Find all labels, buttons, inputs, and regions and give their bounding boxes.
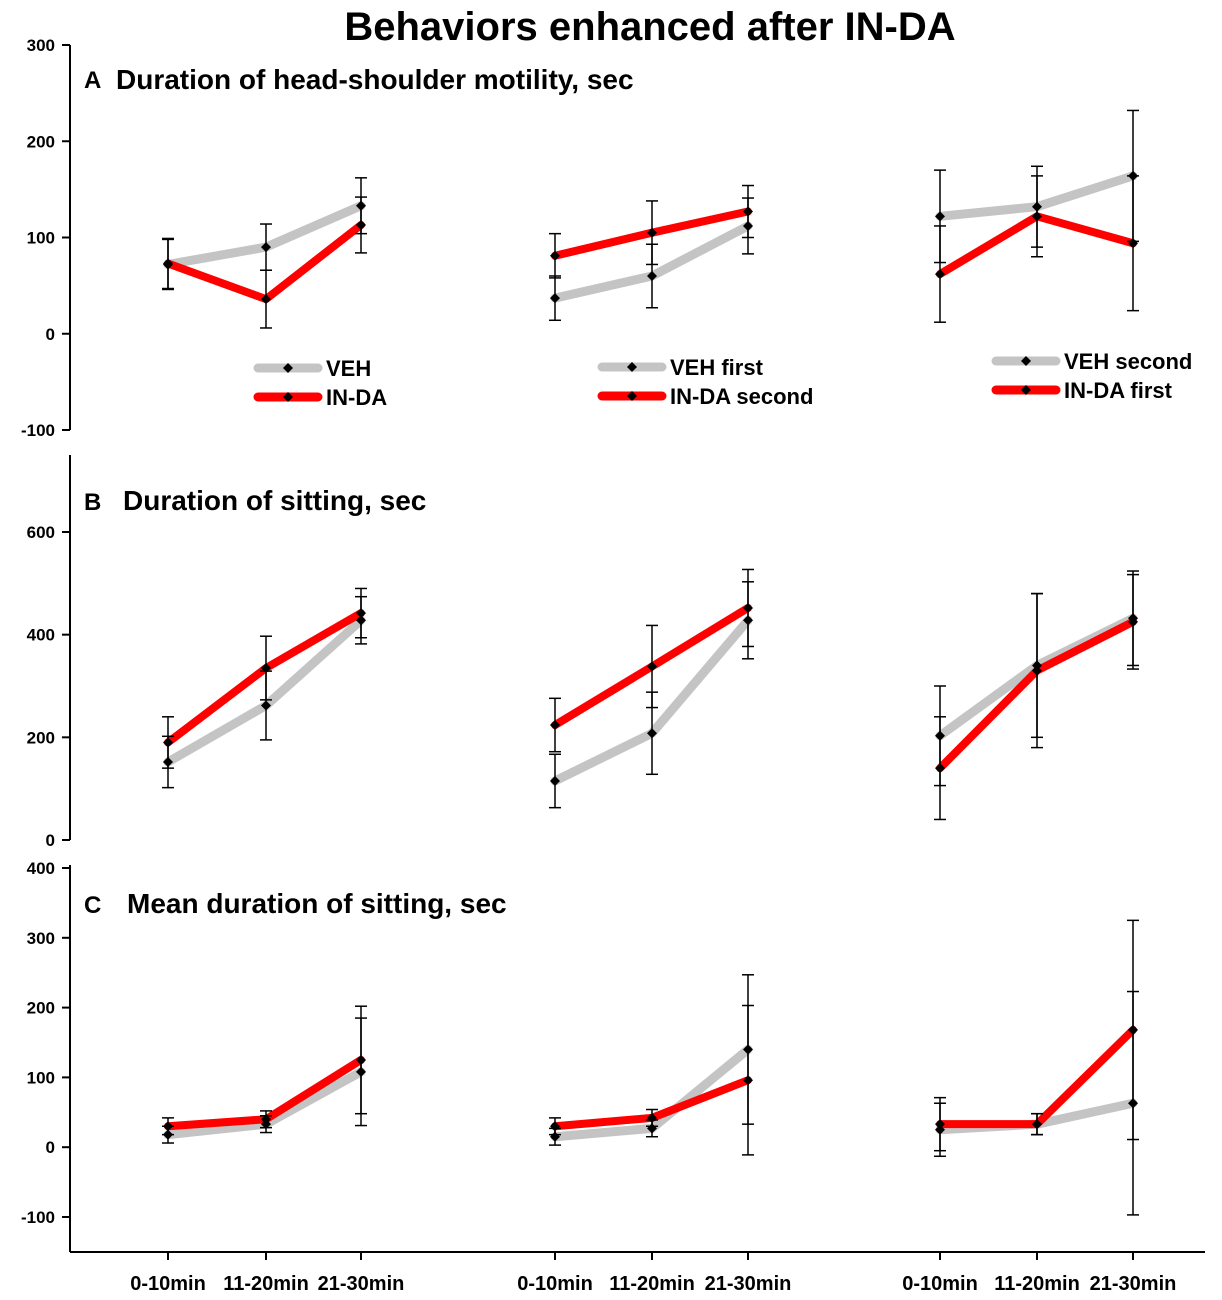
series-line-veh: [163, 615, 366, 767]
chart-title: Behaviors enhanced after IN-DA: [344, 5, 955, 49]
legend-label: IN-DA second: [670, 384, 813, 409]
data-point: [1032, 1119, 1042, 1130]
y-tick-label: 0: [46, 831, 55, 850]
x-tick-label: 0-10min: [130, 1273, 206, 1295]
x-tick-label: 21-30min: [705, 1273, 792, 1295]
legend-marker: [627, 362, 637, 372]
y-tick-label: 0: [46, 325, 55, 344]
panel-a-letter: A: [84, 67, 101, 94]
panel-a-title: Duration of head-shoulder motility, sec: [116, 64, 634, 95]
data-point: [935, 269, 945, 280]
data-point: [1128, 616, 1138, 627]
y-tick-label: -100: [21, 1208, 55, 1227]
panel-b-letter: B: [84, 489, 101, 516]
legend-label: IN-DA first: [1064, 378, 1173, 403]
data-point: [356, 219, 366, 230]
y-tick-label: 0: [46, 1138, 55, 1157]
panel-b-title: Duration of sitting, sec: [123, 485, 426, 516]
data-point: [1032, 211, 1042, 222]
panel-c: C Mean duration of sitting, sec -100 0 100…: [21, 859, 1139, 1252]
data-point: [1032, 665, 1042, 676]
legend-marker: [1021, 356, 1031, 366]
x-tick-label: 21-30min: [1090, 1273, 1177, 1295]
data-point: [356, 1054, 366, 1065]
data-point: [935, 1119, 945, 1130]
x-tick-label: 11-20min: [994, 1273, 1080, 1295]
series-line-veh: [163, 201, 366, 269]
data-point: [163, 737, 173, 748]
data-point: [935, 211, 945, 222]
y-tick-label: 600: [27, 523, 55, 542]
data-point: [261, 242, 271, 253]
x-tick-label: 11-20min: [609, 1273, 695, 1295]
series-line-in-da: [164, 609, 365, 747]
y-tick-label: 100: [27, 229, 55, 248]
panel-a: A Duration of head-shoulder motility, se…: [21, 36, 1192, 440]
legend-label: VEH: [326, 356, 371, 381]
y-tick-label: 400: [27, 626, 55, 645]
legend-marker: [283, 363, 293, 373]
data-point: [647, 271, 657, 281]
y-tick-label: 200: [27, 728, 55, 747]
x-axis: 0-10min 11-20min 21-30min 0-10min 11-20min 21…: [70, 1251, 1205, 1295]
legend-label: IN-DA: [326, 385, 387, 410]
data-point: [261, 663, 271, 674]
y-tick-label: -100: [21, 421, 55, 440]
data-point: [935, 763, 945, 774]
panel-c-title: Mean duration of sitting, sec: [127, 888, 507, 919]
data-point: [261, 700, 271, 711]
data-point: [550, 720, 560, 731]
data-point: [550, 1121, 560, 1132]
y-tick-label: 100: [27, 1068, 55, 1087]
x-tick-label: 21-30min: [318, 1273, 405, 1295]
data-point: [743, 206, 753, 217]
legend-marker: [1021, 385, 1031, 395]
panel-c-letter: C: [84, 892, 101, 919]
data-point: [550, 775, 560, 786]
data-point: [163, 1121, 173, 1132]
data-point: [1128, 238, 1138, 249]
data-point: [647, 728, 657, 739]
legend-marker: [283, 392, 293, 402]
data-point: [261, 294, 271, 305]
y-tick-label: 200: [27, 999, 55, 1018]
data-point: [163, 258, 173, 269]
panel-b: B Duration of sitting, sec 0 200 400 600: [27, 455, 1139, 850]
y-tick-label: 300: [27, 36, 55, 55]
y-tick-label: 300: [27, 929, 55, 948]
data-point: [647, 1112, 657, 1123]
y-tick-label: 400: [27, 859, 55, 878]
x-tick-label: 0-10min: [517, 1273, 593, 1295]
data-point: [743, 1075, 753, 1086]
data-point: [743, 602, 753, 613]
legend-label: VEH second: [1064, 349, 1192, 374]
x-tick-label: 11-20min: [223, 1273, 309, 1295]
x-tick-label: 0-10min: [902, 1273, 978, 1295]
data-point: [356, 608, 366, 619]
data-point: [550, 293, 560, 304]
y-tick-label: 200: [27, 132, 55, 151]
legend-label: VEH first: [670, 355, 764, 380]
data-point: [550, 250, 560, 261]
data-point: [647, 661, 657, 672]
data-point: [1128, 1024, 1138, 1035]
data-point: [647, 227, 657, 238]
data-point: [261, 1114, 271, 1125]
legend-marker: [627, 391, 637, 401]
